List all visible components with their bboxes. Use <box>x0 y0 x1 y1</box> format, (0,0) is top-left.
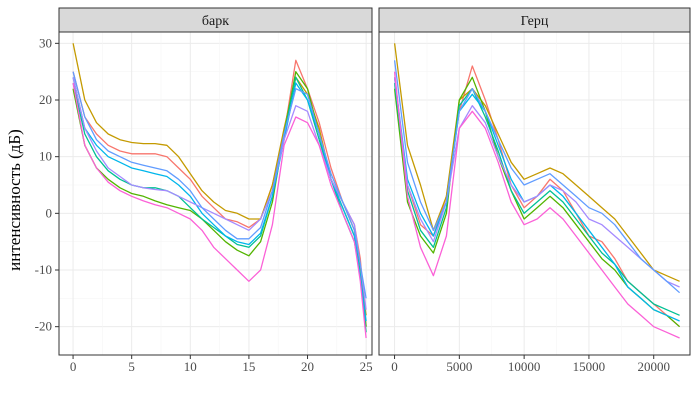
y-axis-title: интенсивность (дБ) <box>5 129 24 271</box>
series-line <box>393 43 680 282</box>
x-tick-label: 5000 <box>446 359 472 374</box>
series-line <box>72 82 367 339</box>
series-line <box>393 71 680 339</box>
facet-panel: Герц 0 5000 10000 15000 20000 <box>378 7 691 374</box>
x-tick-label: 20000 <box>637 359 670 374</box>
y-tick-label: 20 <box>39 92 52 107</box>
strip-background <box>378 7 691 33</box>
x-tick-label: 0 <box>70 359 77 374</box>
strip-label: барк <box>202 14 229 29</box>
series-line <box>72 71 367 299</box>
panel-background <box>379 32 690 355</box>
y-tick-label: -10 <box>35 262 52 277</box>
series-line <box>72 77 367 310</box>
x-tick-label: 25 <box>360 359 373 374</box>
y-tick-label: 30 <box>39 35 52 50</box>
panel-background <box>59 32 372 355</box>
panel-border <box>378 31 691 356</box>
x-tick-label: 15 <box>242 359 255 374</box>
x-tick-label: 10 <box>184 359 197 374</box>
series-line <box>393 82 680 316</box>
series-lines <box>393 43 681 339</box>
x-tick-label: 15000 <box>573 359 606 374</box>
strip-label: Герц <box>521 14 549 29</box>
x-tick-label: 20 <box>301 359 314 374</box>
x-tick-label: 5 <box>128 359 135 374</box>
series-line <box>72 77 367 322</box>
x-tick-label: 0 <box>391 359 398 374</box>
x-tick-label: 10000 <box>508 359 541 374</box>
y-tick-label: 0 <box>46 205 53 220</box>
strip-background <box>58 7 373 33</box>
y-tick-label: 10 <box>39 149 52 164</box>
facet-panels: барк 0 5 10 15 20 25 -20 -10 0 10 20 30 Герц 0 5000 1000… <box>35 7 691 374</box>
series-line <box>393 60 681 294</box>
series-line <box>393 77 680 288</box>
series-lines <box>72 43 367 339</box>
gridlines <box>59 32 372 355</box>
panel-border <box>58 31 373 356</box>
facet-panel: барк 0 5 10 15 20 25 -20 -10 0 10 20 30 <box>35 7 373 374</box>
y-tick-label: -20 <box>35 319 52 334</box>
